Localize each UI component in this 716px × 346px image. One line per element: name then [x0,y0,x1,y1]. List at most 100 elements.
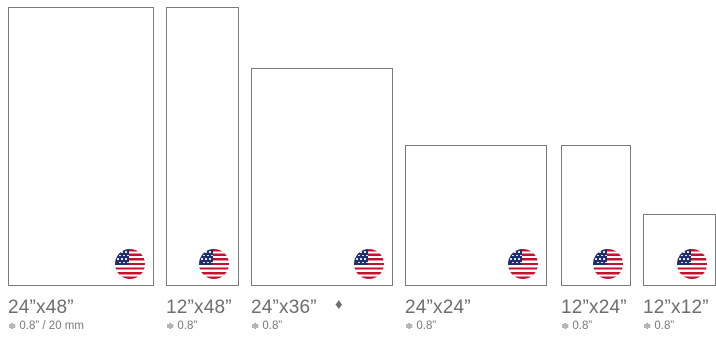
flag-star [605,254,607,256]
thickness-icon: ≑ [8,321,17,332]
flag-star [203,254,205,256]
thickness-label-12x48: ≑ 0.8” [166,320,198,332]
flag-star [207,261,209,263]
size-label-12x24: 12”x24” [561,297,627,318]
thickness-icon: ≑ [166,321,175,332]
thickness-label-12x24: ≑ 0.8” [561,320,593,332]
flag-star [518,251,520,253]
product-panel-12x24[interactable] [561,145,631,286]
thickness-label-24x24: ≑ 0.8” [405,320,437,332]
product-panel-24x36[interactable] [251,68,393,286]
flag-star [362,261,364,263]
flag-star [203,261,205,263]
us-flag-icon [593,249,623,279]
thickness-icon: ≑ [251,321,260,332]
flag-star [514,258,516,260]
size-label-24x36: 24”x36” [251,297,317,318]
flag-star [209,251,211,253]
thickness-icon: ≑ [405,321,414,332]
flag-star [599,258,601,260]
thickness-label-24x36: ≑ 0.8” [251,320,283,332]
flag-star [679,258,681,260]
flag-star [683,258,685,260]
flag-star [689,254,691,256]
flag-star [117,258,119,260]
flag-star [123,254,125,256]
flag-star [205,258,207,260]
flag-star [687,258,689,260]
flag-star [127,254,129,256]
flag-star [597,254,599,256]
flag-star [687,251,689,253]
flag-star [603,251,605,253]
size-label-24x48: 24”x48” [8,297,74,318]
flag-star [364,258,366,260]
flag-star [358,254,360,256]
flag-star [356,251,358,253]
flag-star [117,251,119,253]
size-label-12x48: 12”x48” [166,297,232,318]
thickness-label-24x48: ≑ 0.8” / 20 mm [8,320,84,332]
us-flag-icon [677,249,707,279]
thickness-icon: ≑ [643,321,652,332]
product-panel-12x48[interactable] [166,7,239,286]
product-panel-12x12[interactable] [643,214,716,286]
flag-star [689,261,691,263]
us-flag-icon [199,249,229,279]
thickness-icon: ≑ [561,321,570,332]
flag-star [356,258,358,260]
flag-star [201,251,203,253]
flag-star [209,258,211,260]
flag-star [366,261,368,263]
flag-star [127,261,129,263]
flag-star [685,254,687,256]
flag-star [360,251,362,253]
flag-star [516,261,518,263]
flag-star [211,261,213,263]
flag-star [601,254,603,256]
flag-star [119,254,121,256]
product-panel-24x24[interactable] [405,145,547,286]
flag-star [516,254,518,256]
flag-star [358,261,360,263]
flag-star [125,251,127,253]
flag-star [595,251,597,253]
flag-star [605,261,607,263]
flag-star [366,254,368,256]
us-flag-icon [354,249,384,279]
diamond-marker-icon: ♦ [335,296,343,313]
flag-star [518,258,520,260]
flag-star [211,254,213,256]
flag-star [123,261,125,263]
flag-star [679,251,681,253]
flag-star [685,261,687,263]
size-label-24x24: 24”x24” [405,297,471,318]
flag-star [510,251,512,253]
flag-star [681,261,683,263]
flag-star [597,261,599,263]
flag-star [520,261,522,263]
flag-star [121,258,123,260]
flag-star [681,254,683,256]
size-label-12x12: 12”x12” [643,298,709,317]
flag-star [683,251,685,253]
flag-star [520,254,522,256]
flag-star [207,254,209,256]
flag-star [510,258,512,260]
product-panel-24x48[interactable] [8,7,154,286]
thickness-label-12x12: ≑ 0.8” [643,320,675,332]
flag-star [362,254,364,256]
flag-star [125,258,127,260]
flag-star [201,258,203,260]
flag-star [601,261,603,263]
flag-star [119,261,121,263]
flag-star [603,258,605,260]
flag-star [512,261,514,263]
flag-star [121,251,123,253]
flag-star [205,251,207,253]
us-flag-icon [115,249,145,279]
flag-star [514,251,516,253]
flag-star [360,258,362,260]
flag-star [599,251,601,253]
flag-star [512,254,514,256]
